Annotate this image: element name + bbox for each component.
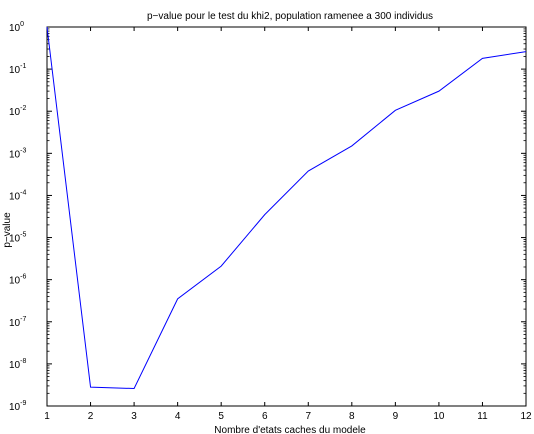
x-tick-label: 11 (477, 411, 488, 422)
y-tick-base: 10 (9, 276, 21, 287)
y-tick-exponent: -2 (20, 105, 26, 112)
y-tick-base: 10 (9, 107, 21, 118)
y-tick-base: 10 (9, 402, 21, 413)
y-tick-label: 10-3 (9, 147, 26, 160)
chart-title: p−value pour le test du khi2, population… (147, 11, 433, 22)
series-layer (46, 26, 527, 390)
x-tick-label: 12 (520, 411, 532, 422)
x-tick-label: 5 (218, 411, 224, 422)
y-tick-base: 10 (9, 360, 21, 371)
x-tick-label: 10 (433, 411, 445, 422)
y-tick-exponent: -6 (20, 274, 26, 281)
y-tick-base: 10 (9, 234, 21, 245)
x-tick-label: 9 (393, 411, 399, 422)
y-tick-base: 10 (9, 23, 21, 34)
y-axis-label: p−value (2, 212, 13, 248)
y-tick-label: 10-1 (9, 63, 26, 76)
x-tick-label: 6 (262, 411, 268, 422)
y-tick-exponent: -4 (20, 189, 26, 196)
y-tick-base: 10 (9, 318, 21, 329)
axis-ticks: 1 2 3 4 5 6 7 8 9 10 11 1210010-110-210-310-410-510… (9, 21, 532, 422)
y-tick-label: 10-5 (9, 232, 26, 245)
y-tick-exponent: -1 (20, 63, 26, 70)
y-tick-label: 10-2 (9, 105, 26, 118)
y-tick-exponent: -7 (20, 316, 26, 323)
x-tick-label: 1 (44, 411, 50, 422)
y-tick-exponent: -9 (20, 400, 26, 407)
y-tick-exponent: -5 (20, 232, 26, 239)
x-axis-label: Nombre d'etats caches du modele (214, 425, 366, 434)
x-tick-label: 4 (175, 411, 181, 422)
y-tick-base: 10 (9, 65, 21, 76)
x-tick-label: 2 (88, 411, 94, 422)
y-tick-label: 10-8 (9, 358, 26, 371)
y-tick-base: 10 (9, 191, 21, 202)
y-tick-label: 10-4 (9, 189, 26, 202)
y-tick-exponent: 0 (20, 21, 24, 28)
y-tick-base: 10 (9, 149, 21, 160)
y-tick-label: 10-9 (9, 400, 26, 413)
series-line (46, 26, 527, 390)
x-tick-label: 8 (349, 411, 355, 422)
x-tick-label: 7 (305, 411, 311, 422)
y-tick-exponent: -8 (20, 358, 26, 365)
y-tick-label: 10-6 (9, 274, 26, 287)
plot-area-frame (46, 26, 527, 407)
y-tick-exponent: -3 (20, 147, 26, 154)
y-tick-label: 10-7 (9, 316, 26, 329)
x-tick-label: 3 (131, 411, 137, 422)
y-tick-label: 100 (9, 21, 24, 34)
